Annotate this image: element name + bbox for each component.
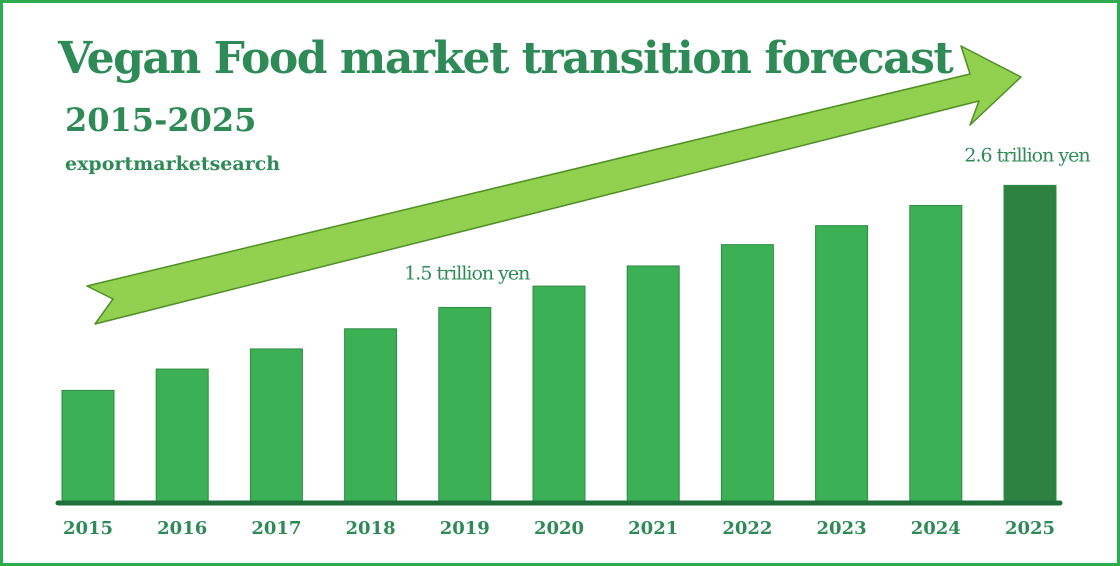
bar-2025 [1003,184,1057,504]
x-tick-label-2017: 2017 [251,518,301,539]
x-tick-label-2023: 2023 [817,518,867,539]
bar-2018 [344,328,398,504]
bar-2017 [249,348,303,504]
bar-2024 [909,205,963,504]
bar-chart: 2015 2016 2017 2018 2019 2020 2021 2022 2023 2024… [55,45,1091,539]
value-annotation-2025: 2.6 trillion yen [964,144,1090,166]
bar-2020 [532,285,586,504]
source-label: exportmarketsearch [65,153,281,175]
x-tick-label-2021: 2021 [628,518,678,539]
x-tick-label-2016: 2016 [157,518,207,539]
x-tick-label-2018: 2018 [346,518,396,539]
x-tick-label-2024: 2024 [911,518,961,539]
bar-2023 [815,225,869,504]
bar-2015 [61,389,115,504]
chart-title: Vegan Food market transition forecast [58,33,954,84]
x-tick-label-2015: 2015 [63,518,113,539]
value-annotation-2019: 1.5 trillion yen [404,262,530,284]
bar-2019 [438,306,492,504]
x-tick-label-2020: 2020 [534,518,584,539]
bar-2022 [720,244,774,504]
x-tick-label-2022: 2022 [722,518,772,539]
trend-arrow-icon [86,45,1022,325]
bar-2016 [155,368,209,504]
chart-subtitle: 2015-2025 [65,101,257,139]
x-tick-label-2025: 2025 [1005,518,1055,539]
x-tick-label-2019: 2019 [440,518,490,539]
bar-2021 [626,265,680,504]
